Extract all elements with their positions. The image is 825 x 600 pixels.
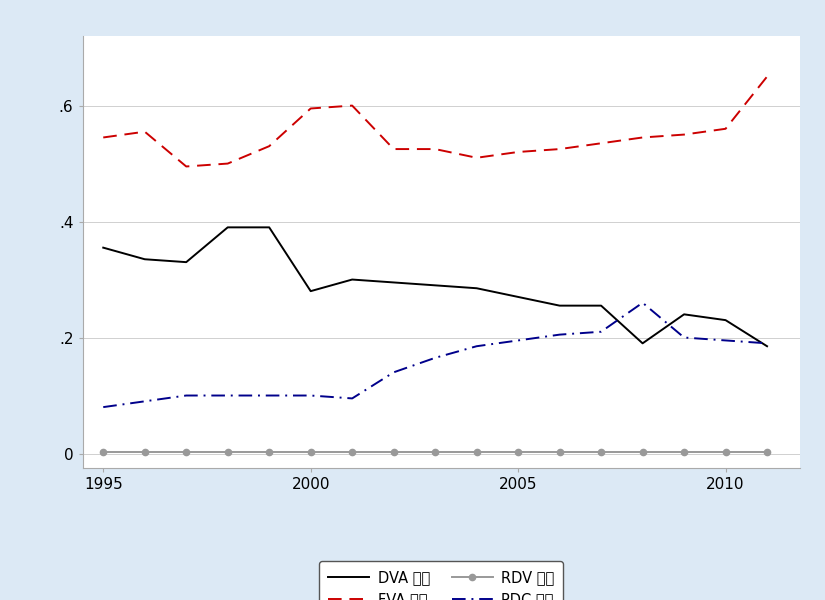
Legend: DVA 비율, FVA 비율, RDV 비율, PDC 비율: DVA 비율, FVA 비율, RDV 비율, PDC 비율 (319, 562, 563, 600)
